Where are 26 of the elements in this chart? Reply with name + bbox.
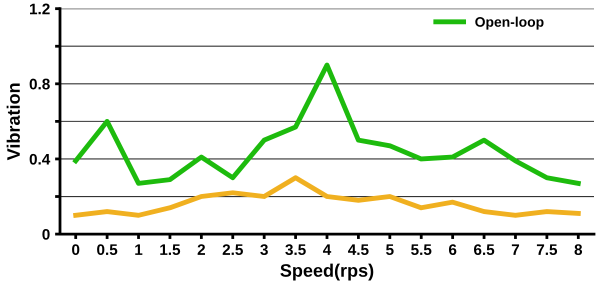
x-tick-label: 0 <box>72 244 80 256</box>
x-tick-label: 4.5 <box>348 244 369 256</box>
x-axis-title: Speed(rps) <box>280 264 374 280</box>
x-tick-label: 3.5 <box>285 244 306 256</box>
y-tick-label: 0 <box>42 228 50 240</box>
x-tick-label: 3 <box>260 244 268 256</box>
x-tick-label: 1 <box>135 244 142 255</box>
x-tick-label: 2.5 <box>222 244 243 256</box>
x-tick-label: 6.5 <box>474 244 494 256</box>
x-tick-label: 0.5 <box>97 244 118 256</box>
x-tick-label: 5 <box>386 244 394 256</box>
y-tick-label: 0.8 <box>30 78 50 90</box>
y-axis-title: Vibration <box>6 84 20 160</box>
legend-label: Open-loop <box>475 16 544 30</box>
x-tick-label: 6 <box>448 244 456 256</box>
x-tick-label: 7 <box>512 244 520 255</box>
line-series <box>73 62 581 186</box>
x-tick-label: 2 <box>198 244 205 255</box>
x-tick-label: 5.5 <box>411 244 432 256</box>
x-tick-label: 8 <box>574 244 582 256</box>
x-tick-label: 1.5 <box>160 244 180 256</box>
y-tick-label: 1.2 <box>30 4 50 14</box>
line-series <box>73 175 581 218</box>
y-tick-label: 0.4 <box>30 154 50 165</box>
x-tick-label: 4 <box>322 244 332 255</box>
x-tick-label: 7.5 <box>536 244 558 256</box>
